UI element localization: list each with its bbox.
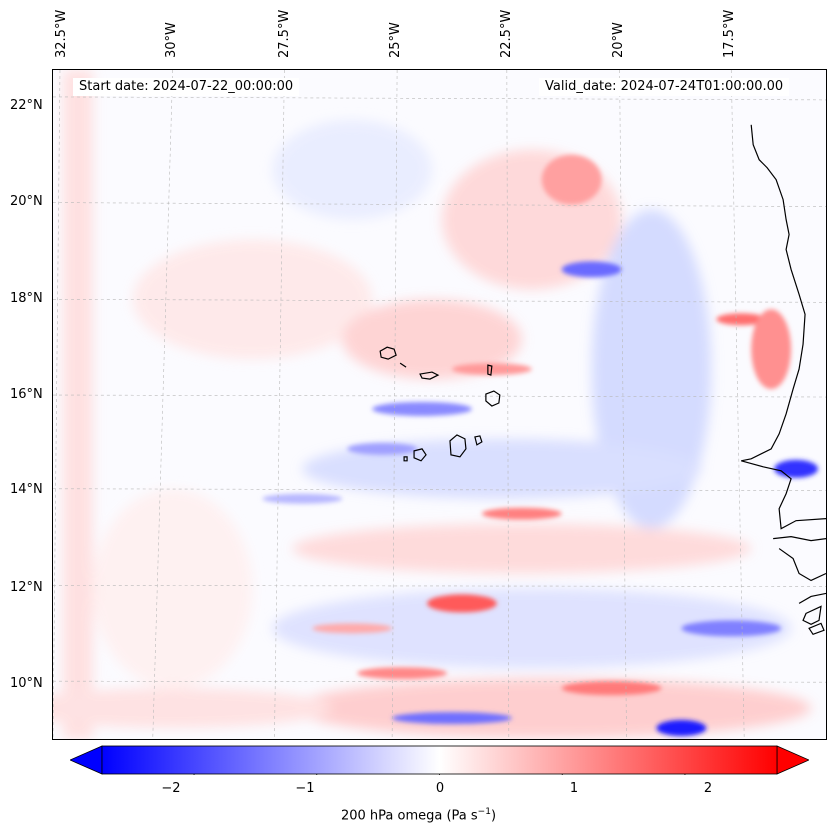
lon-tick-label: 27.5°W [277, 9, 292, 58]
colorbar-tick-label: 2 [703, 781, 713, 796]
colorbar-label: 200 hPa omega (Pa s−1) [0, 807, 837, 823]
colorbar [70, 745, 809, 775]
lat-tick-label: 20°N [10, 194, 43, 209]
colorbar-max-extend [776, 745, 809, 775]
colorbar-tick-label: 0 [435, 781, 445, 796]
start-date-label: Start date: 2024-07-22_00:00:00 [73, 78, 300, 96]
colorbar-tick-label: −2 [161, 781, 181, 796]
colorbar-label-main: 200 hPa omega (Pa s [340, 808, 478, 824]
lat-tick-label: 10°N [10, 676, 43, 691]
colorbar-label-sup: −1 [477, 807, 491, 817]
colorbar-label-end: ) [490, 808, 497, 824]
lat-tick-label: 22°N [10, 98, 43, 113]
lon-tick-label: 32.5°W [54, 9, 69, 58]
omega-field [53, 70, 826, 739]
map-panel[interactable] [52, 69, 827, 740]
colorbar-min-extend [70, 745, 103, 775]
graticule [53, 70, 826, 739]
coastline [379, 124, 826, 636]
lat-tick-label: 14°N [10, 482, 43, 497]
lat-tick-label: 18°N [10, 291, 43, 306]
lon-tick-label: 17.5°W [722, 9, 737, 58]
lon-tick-label: 22.5°W [499, 9, 514, 58]
western-positive-band [62, 70, 93, 739]
lat-tick-label: 16°N [10, 387, 43, 402]
colorbar-tick-label: −1 [295, 781, 315, 796]
lon-tick-label: 30°W [164, 22, 179, 58]
lat-tick-label: 12°N [10, 580, 43, 595]
valid-date-label: Valid_date: 2024-07-24T01:00:00.00 [539, 78, 790, 96]
colorbar-gradient [101, 745, 778, 775]
colorbar-tick-label: 1 [569, 781, 579, 796]
lon-tick-label: 25°W [388, 22, 403, 58]
lon-tick-label: 20°W [611, 22, 626, 58]
